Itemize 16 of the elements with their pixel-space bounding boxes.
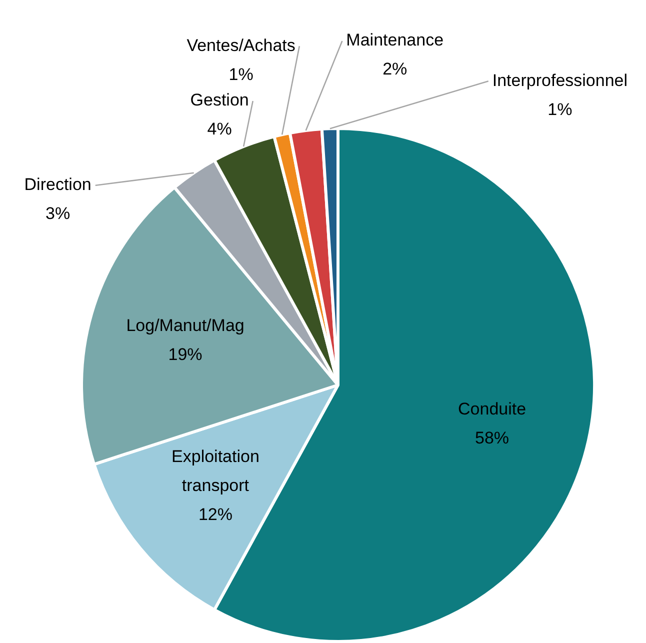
- slice-label: Log/Manut/Mag: [126, 316, 244, 335]
- slice-label: Interprofessionnel: [492, 70, 628, 90]
- data-label: 19%: [168, 344, 202, 364]
- data-label: 1%: [228, 64, 254, 84]
- slice-label: Direction: [24, 175, 92, 194]
- slice-label: Conduite: [458, 400, 526, 419]
- data-label: 12%: [198, 505, 232, 524]
- slice-label: Maintenance: [346, 30, 444, 50]
- data-label: 1%: [548, 100, 572, 119]
- data-label: 58%: [475, 428, 510, 448]
- data-label: 2%: [382, 60, 408, 79]
- slice-label: Gestion: [190, 90, 249, 110]
- data-label: 3%: [46, 204, 70, 224]
- slice-label: Exploitation transport: [172, 447, 260, 496]
- data-label: 4%: [207, 120, 232, 139]
- slice-label: Ventes/Achats: [186, 36, 296, 55]
